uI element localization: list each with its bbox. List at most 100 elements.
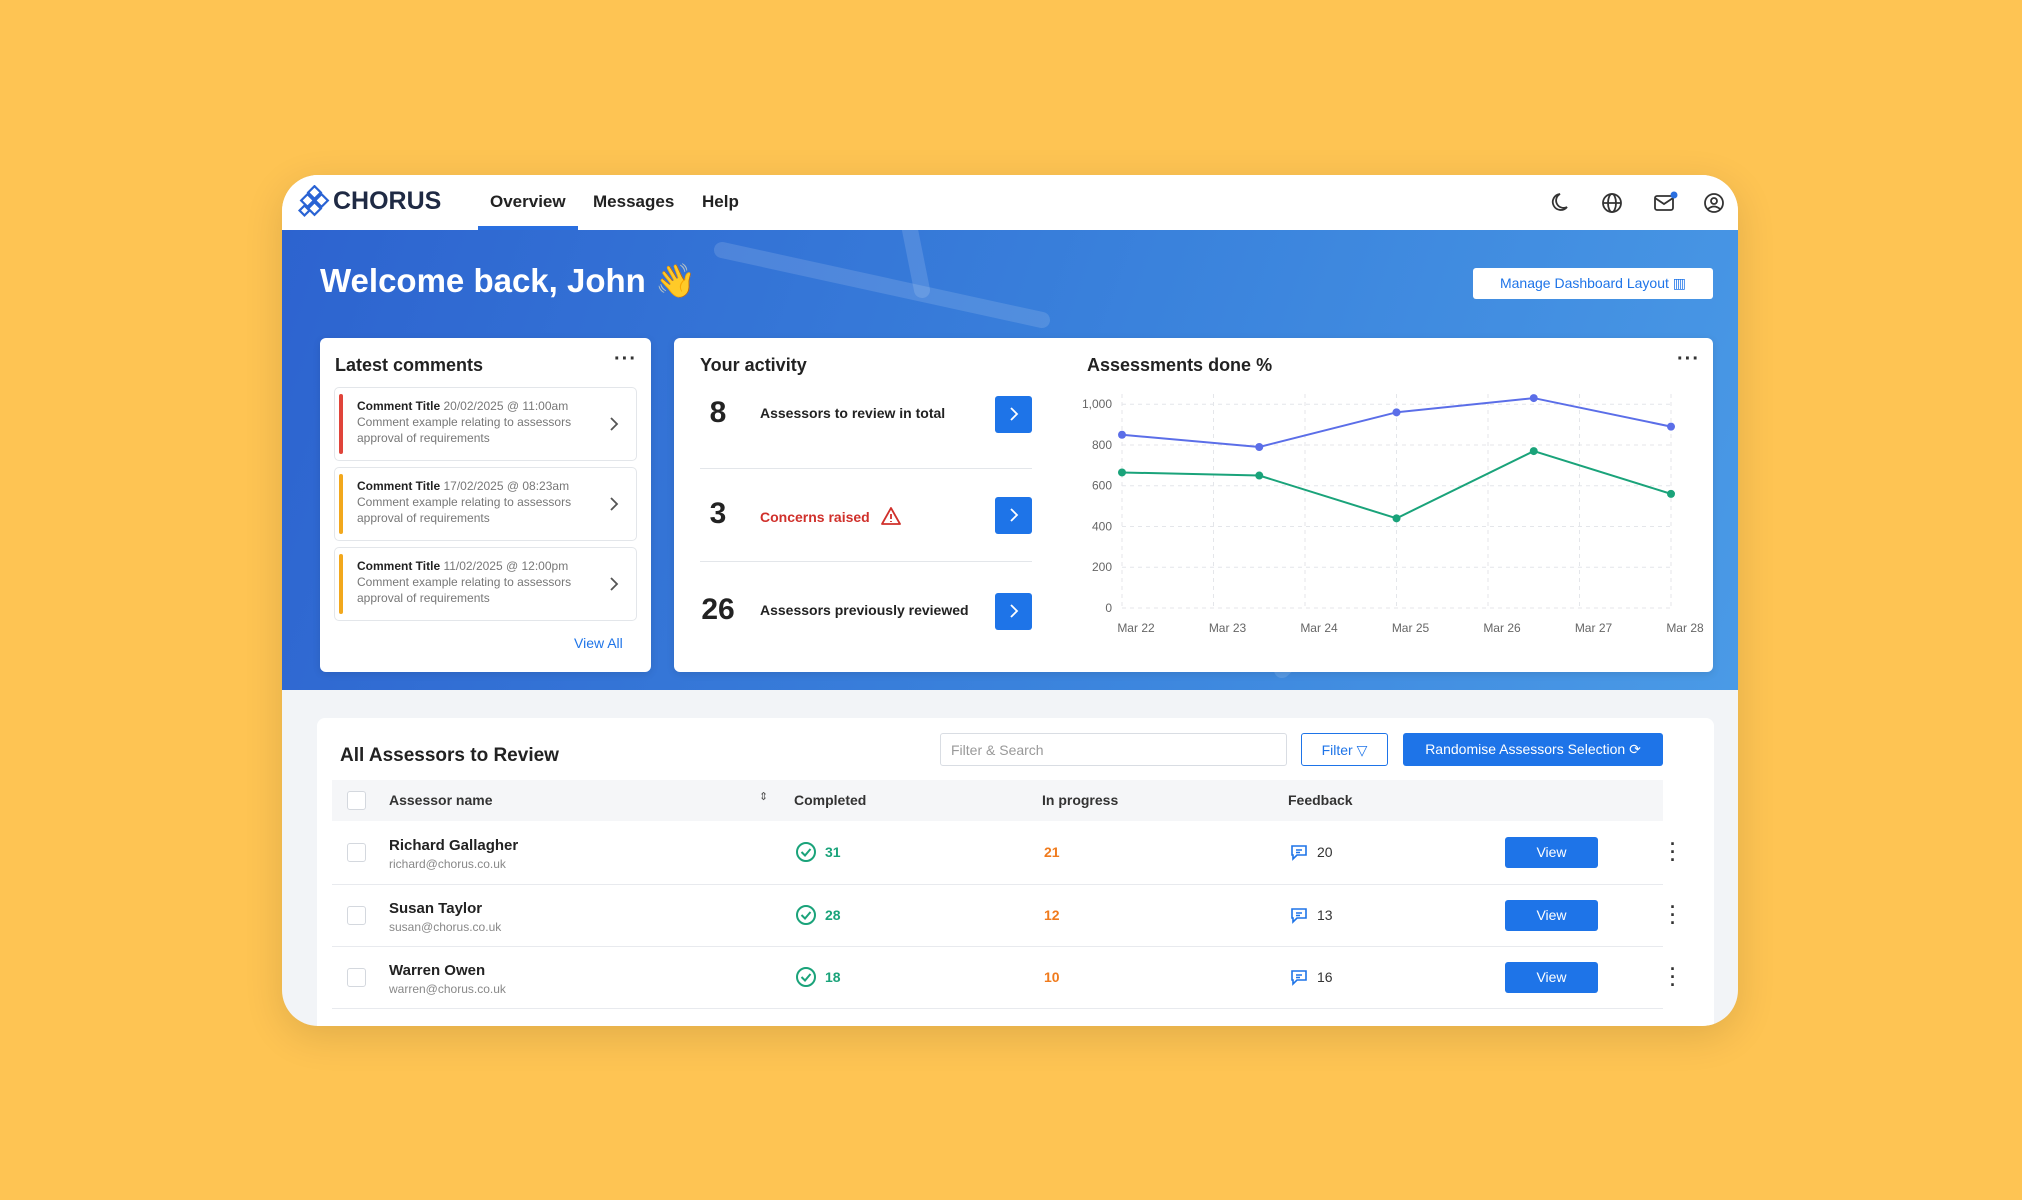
completed-count: 28 <box>825 907 841 923</box>
app-window: CHORUS Overview Messages Help Welcome ba… <box>282 175 1738 1026</box>
comment-date: 17/02/2025 @ 08:23am <box>443 479 570 493</box>
feedback-icon <box>1291 908 1307 924</box>
column-header: Completed <box>794 792 867 808</box>
nav-item[interactable]: Overview <box>490 192 566 211</box>
view-button[interactable]: View <box>1505 837 1598 868</box>
check-circle <box>796 905 816 925</box>
activity-count: 8 <box>709 396 727 429</box>
comment-accent <box>339 554 343 614</box>
comment-text: Comment Title 11/02/2025 @ 12:00pm Commen… <box>357 558 597 606</box>
comments-panel: Latest comments ··· View All Comment Tit… <box>320 338 651 672</box>
nav-underline <box>478 226 578 230</box>
row-menu[interactable]: · · · <box>1670 959 1676 995</box>
view-button[interactable]: View <box>1505 962 1598 993</box>
table-header <box>332 780 1663 821</box>
activity-label: Concerns raised <box>760 506 902 526</box>
check-circle <box>796 967 816 987</box>
data-point <box>1529 394 1538 403</box>
activity-label: Assessors to review in total <box>760 405 946 421</box>
sort-icon[interactable]: ⇕ <box>759 791 769 803</box>
check-icon <box>796 905 816 925</box>
logo-text: CHORUS <box>333 187 442 215</box>
data-point <box>1392 514 1401 523</box>
data-point <box>1118 430 1126 439</box>
row-divider <box>332 884 1663 885</box>
y-tick-label: 1,000 <box>1082 397 1112 411</box>
randomise-button[interactable]: Randomise Assessors Selection ⟳ <box>1403 733 1663 766</box>
alert-icon <box>880 507 901 525</box>
chevron <box>610 577 619 591</box>
data-point <box>1255 471 1264 480</box>
feedback-count: 16 <box>1317 969 1333 985</box>
activity-button[interactable] <box>995 497 1032 534</box>
activity-button[interactable] <box>995 593 1032 630</box>
assessors-table: All Assessors to Review Filter & Search … <box>317 718 1714 1026</box>
comment-title: Comment Title <box>357 559 441 573</box>
more-menu[interactable]: ··· <box>614 348 637 370</box>
comment-item[interactable]: Comment Title 20/02/2025 @ 11:00am Commen… <box>334 387 637 461</box>
comment-item[interactable]: Comment Title 17/02/2025 @ 08:23am Commen… <box>334 467 637 541</box>
view-button[interactable]: View <box>1505 900 1598 931</box>
view-all-link[interactable]: View All <box>574 635 623 651</box>
more-menu[interactable]: ··· <box>1677 348 1700 370</box>
divider <box>700 468 1032 469</box>
assessor-name: Susan Taylor <box>389 900 483 917</box>
y-tick-label: 600 <box>1092 479 1112 493</box>
chevron <box>610 417 619 431</box>
feedback-bubble <box>1291 845 1307 861</box>
row-menu[interactable]: · · · <box>1670 834 1676 870</box>
feedback-bubble <box>1291 970 1307 986</box>
comment-title: Comment Title <box>357 399 441 413</box>
row-divider <box>332 946 1663 947</box>
chevron <box>1010 508 1019 522</box>
comment-text: Comment Title 20/02/2025 @ 11:00am Commen… <box>357 398 597 446</box>
data-point <box>1667 422 1675 431</box>
wave-emoji: 👋 <box>655 262 697 299</box>
y-tick-label: 200 <box>1092 560 1112 574</box>
in-progress-count: 12 <box>1044 907 1060 923</box>
checkbox[interactable] <box>347 791 366 810</box>
activity-panel: Your activity Assessments done % ··· 0 20… <box>674 338 1713 672</box>
assessor-name: Richard Gallagher <box>389 837 519 854</box>
checkbox[interactable] <box>347 906 366 925</box>
x-tick-label: Mar 22 <box>1117 621 1155 635</box>
check-circle <box>796 842 816 862</box>
filter-button[interactable]: Filter ▽ <box>1301 733 1388 766</box>
comment-date: 11/02/2025 @ 12:00pm <box>443 559 569 573</box>
checkbox[interactable] <box>347 843 366 862</box>
data-point <box>1392 408 1401 417</box>
activity-button[interactable] <box>995 396 1032 433</box>
comment-date: 20/02/2025 @ 11:00am <box>443 399 569 413</box>
y-tick-label: 400 <box>1092 519 1112 533</box>
feedback-count: 13 <box>1317 907 1333 923</box>
comment-accent <box>339 474 343 534</box>
nav-item[interactable]: Help <box>702 192 739 211</box>
data-point <box>1667 489 1675 498</box>
row-menu[interactable]: · · · <box>1670 897 1676 933</box>
comment-accent <box>339 394 343 454</box>
nav-item[interactable]: Messages <box>593 192 675 211</box>
comment-item[interactable]: Comment Title 11/02/2025 @ 12:00pm Commen… <box>334 547 637 621</box>
nav-icons[interactable] <box>1550 190 1738 216</box>
feedback-count: 20 <box>1317 844 1333 860</box>
x-tick-label: Mar 25 <box>1392 621 1430 635</box>
manage-layout-button[interactable]: Manage Dashboard Layout ▥ <box>1473 268 1713 299</box>
search-input[interactable]: Filter & Search <box>940 733 1287 766</box>
chevron <box>1010 604 1019 618</box>
button-label: Filter <box>1321 742 1353 758</box>
in-progress-count: 10 <box>1044 969 1060 985</box>
feedback-icon <box>1291 845 1307 861</box>
line-chart: 0 200 400 600 800 1,000 Mar 22 Mar 23 Mar 24 Mar … <box>1082 394 1704 635</box>
logo-icon <box>297 185 330 218</box>
x-tick-label: Mar 28 <box>1666 621 1704 635</box>
checkbox[interactable] <box>347 968 366 987</box>
comment-body: Comment example relating to assessors ap… <box>357 575 572 605</box>
check-icon <box>796 967 816 987</box>
check-mark <box>800 973 812 982</box>
feedback-bubble <box>1291 908 1307 924</box>
hero: Welcome back, John 👋 Manage Dashboard La… <box>282 230 1738 690</box>
x-tick-label: Mar 26 <box>1483 621 1521 635</box>
alert-path <box>880 507 901 525</box>
chart-title: Assessments done % <box>1087 355 1273 375</box>
